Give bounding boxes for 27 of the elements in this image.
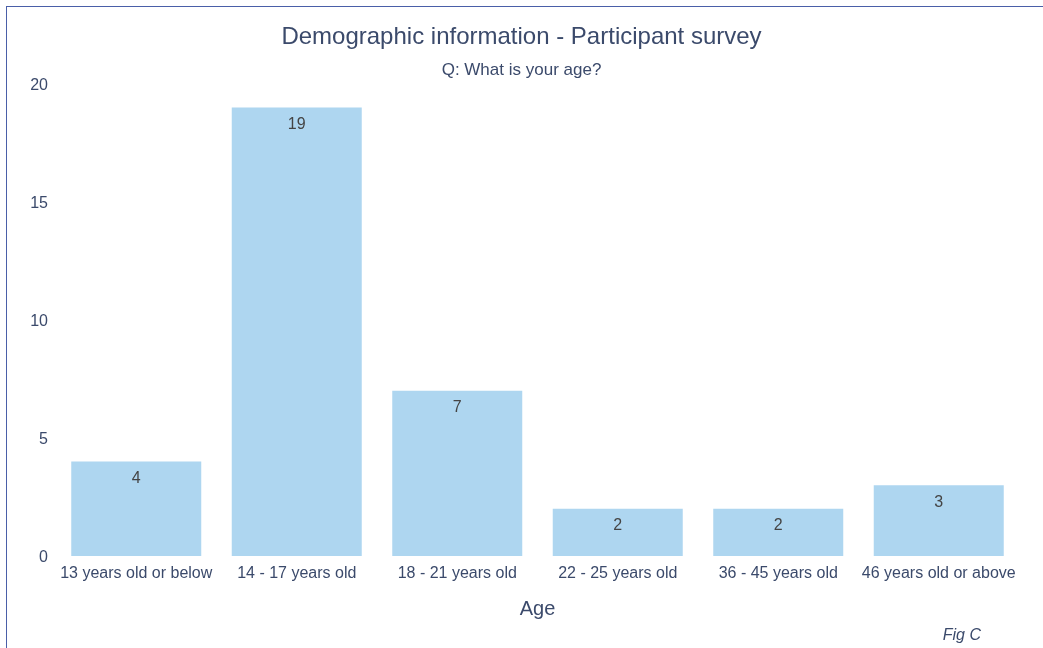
data-label: 7 xyxy=(452,398,462,416)
y-tick-label: 15 xyxy=(30,193,49,211)
text: Fig C xyxy=(942,626,981,644)
chart-title: Demographic information - Participant survey xyxy=(281,21,762,49)
x-tick-label: 18 - 21 years old xyxy=(397,563,517,581)
bar xyxy=(713,508,844,556)
bar xyxy=(552,508,683,556)
data-label: 2 xyxy=(613,516,623,534)
y-tick-label: 10 xyxy=(30,311,49,329)
data-label: 4 xyxy=(131,469,141,487)
y-tick-label: 0 xyxy=(39,547,49,565)
x-tick-label: 14 - 17 years old xyxy=(237,563,357,581)
bar xyxy=(873,485,1004,556)
data-label: 3 xyxy=(934,492,944,510)
bar xyxy=(231,107,362,556)
bar xyxy=(71,461,202,556)
data-label: 19 xyxy=(287,115,306,133)
x-tick-label: 36 - 45 years old xyxy=(718,563,838,581)
y-tick-label: 5 xyxy=(39,429,49,447)
data-label: 2 xyxy=(773,516,783,534)
x-axis-title: Age xyxy=(519,597,556,619)
y-tick-label: 20 xyxy=(30,75,49,93)
x-tick-label: 46 years old or above xyxy=(861,563,1016,581)
bar xyxy=(392,390,523,556)
chart-subtitle: Q: What is your age? xyxy=(441,60,602,79)
x-tick-label: 22 - 25 years old xyxy=(558,563,678,581)
x-tick-label: 13 years old or below xyxy=(60,563,213,581)
